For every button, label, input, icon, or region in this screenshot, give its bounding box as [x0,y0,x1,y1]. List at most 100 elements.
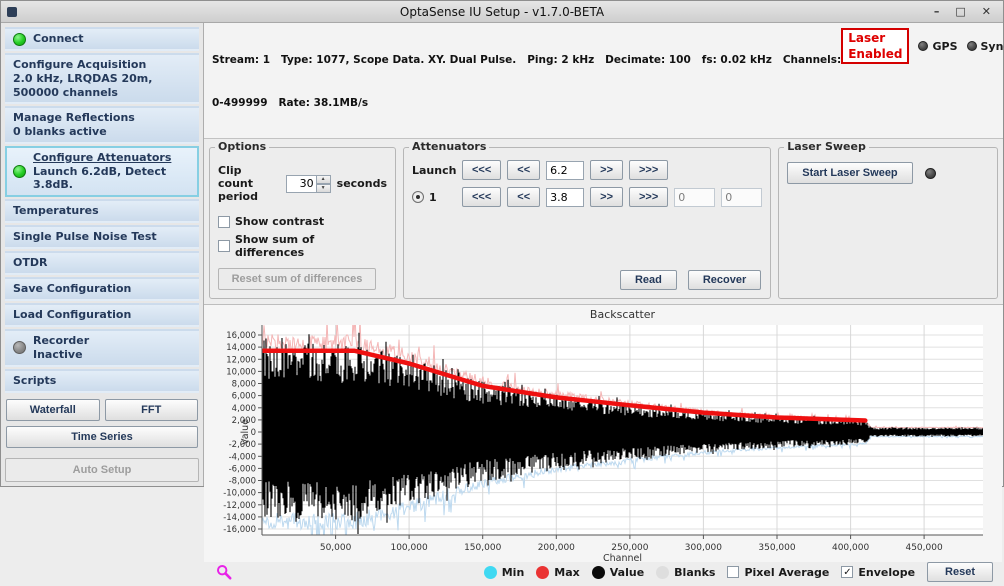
step-down-fast-button[interactable]: <<< [462,160,501,180]
blanks-legend-dot [656,566,669,579]
legend-item-label: Value [610,566,644,579]
sidebar-item-label: OTDR [13,256,47,270]
svg-text:8,000: 8,000 [232,380,256,390]
clip-count-spinner[interactable]: ▲ ▼ [286,175,331,193]
step-down-button[interactable]: << [507,187,540,207]
show-contrast-checkbox-row[interactable]: Show contrast [218,215,387,228]
attenuation-value-input[interactable] [546,161,584,180]
sidebar-item-label: Manage Reflections [13,111,135,125]
options-group-title: Options [215,140,269,153]
show-sum-checkbox[interactable] [218,240,230,252]
attenuators-group-title: Attenuators [409,140,489,153]
svg-text:Channel: Channel [603,553,642,562]
main-area: Stream: 1 Type: 1077, Scope Data. XY. Du… [204,23,1003,486]
pixel-average-checkbox-row[interactable]: Pixel Average [727,566,829,579]
zoom-magnifier-icon[interactable] [216,564,233,581]
sidebar-item-subtext: Launch 6.2dB, Detect 3.8dB. [33,165,191,193]
backscatter-panel: -16,000-14,000-12,000-10,000-8,000-6,000… [204,304,1003,486]
clip-count-label: Clip count period [218,164,280,203]
attenuator-row-label: 1 [429,191,437,204]
svg-text:-14,000: -14,000 [223,513,256,523]
svg-text:50,000: 50,000 [320,543,352,553]
sidebar-item-label: Configure Attenuators [33,151,191,165]
show-sum-checkbox-row[interactable]: Show sum of differences [218,233,387,259]
svg-text:6,000: 6,000 [232,392,256,402]
spinner-down-button[interactable]: ▼ [316,184,331,193]
pixel-average-checkbox[interactable] [727,566,739,578]
legend-item-max: Max [536,566,579,579]
sidebar-item-single-pulse-noise-test[interactable]: Single Pulse Noise Test [5,225,199,249]
indicator-label: GPS [932,40,957,53]
svg-text:-12,000: -12,000 [223,501,256,511]
svg-text:-16,000: -16,000 [223,525,256,535]
read-button[interactable]: Read [620,270,677,290]
step-up-button[interactable]: >> [590,160,623,180]
sidebar-item-connect[interactable]: Connect [5,27,199,51]
waterfall-button[interactable]: Waterfall [6,399,100,421]
envelope-checkbox-row[interactable]: ✓ Envelope [841,566,915,579]
window-title: OptaSense IU Setup - v1.7.0-BETA [1,5,1003,19]
attenuation-value-input[interactable] [546,188,584,207]
indicator-gps: GPS [918,40,957,53]
legend-items: Min Max Value Blanks [484,566,716,579]
show-sum-label: Show sum of differences [235,233,387,259]
green-status-dot [13,165,26,178]
reset-sum-button[interactable]: Reset sum of differences [218,268,376,290]
attenuator-row-label: Launch [412,164,456,177]
step-up-fast-button[interactable]: >>> [629,187,668,207]
gps-status-dot [918,41,928,51]
legend-item-label: Min [502,566,525,579]
svg-text:350,000: 350,000 [758,543,795,553]
pixel-average-label: Pixel Average [744,566,829,579]
step-down-fast-button[interactable]: <<< [462,187,501,207]
readback-field [721,188,762,207]
svg-text:300,000: 300,000 [685,543,722,553]
sidebar-item-label: Recorder [33,334,89,348]
start-laser-sweep-button[interactable]: Start Laser Sweep [787,162,912,184]
maximize-button[interactable]: □ [955,2,965,22]
step-up-button[interactable]: >> [590,187,623,207]
spinner-up-button[interactable]: ▲ [316,175,331,184]
stream-info-bar: Stream: 1 Type: 1077, Scope Data. XY. Du… [204,23,1003,139]
stream-info-text: Stream: 1 Type: 1077, Scope Data. XY. Du… [212,25,841,138]
show-contrast-checkbox[interactable] [218,216,230,228]
svg-text:200,000: 200,000 [538,543,575,553]
attenuators-group: Attenuators Launch<<<<<>>>>>1<<<<<>>>>> … [403,147,771,299]
sidebar-item-save-configuration[interactable]: Save Configuration [5,277,199,301]
sidebar-item-temperatures[interactable]: Temperatures [5,199,199,223]
close-button[interactable]: ✕ [982,2,991,22]
legend-item-label: Max [554,566,579,579]
legend-item-value: Value [592,566,644,579]
clip-count-input[interactable] [286,175,316,193]
sidebar-item-label: Scripts [13,374,56,388]
step-down-button[interactable]: << [507,160,540,180]
envelope-checkbox[interactable]: ✓ [841,566,853,578]
step-up-fast-button[interactable]: >>> [629,160,668,180]
backscatter-chart[interactable]: -16,000-14,000-12,000-10,000-8,000-6,000… [204,305,1002,562]
svg-text:100,000: 100,000 [390,543,427,553]
svg-text:0: 0 [251,428,256,438]
sidebar-item-otdr[interactable]: OTDR [5,251,199,275]
svg-text:16,000: 16,000 [226,331,256,341]
time-series-button[interactable]: Time Series [6,426,198,448]
recover-button[interactable]: Recover [688,270,761,290]
attenuator-row-launch: Launch<<<<<>>>>> [412,160,762,180]
sidebar-item-scripts[interactable]: Scripts [5,369,199,393]
max-legend-dot [536,566,549,579]
sidebar-item-load-configuration[interactable]: Load Configuration [5,303,199,327]
reset-button[interactable]: Reset [927,562,993,582]
control-panels: Options Clip count period ▲ ▼ seconds [204,139,1003,304]
svg-text:4,000: 4,000 [232,404,256,414]
laser-sweep-status-dot [925,168,936,179]
attenuator-radio[interactable] [412,191,424,203]
legend-item-blanks: Blanks [656,566,715,579]
minimize-button[interactable]: – [934,2,940,22]
fft-button[interactable]: FFT [105,399,199,421]
auto-setup-button[interactable]: Auto Setup [5,458,199,482]
